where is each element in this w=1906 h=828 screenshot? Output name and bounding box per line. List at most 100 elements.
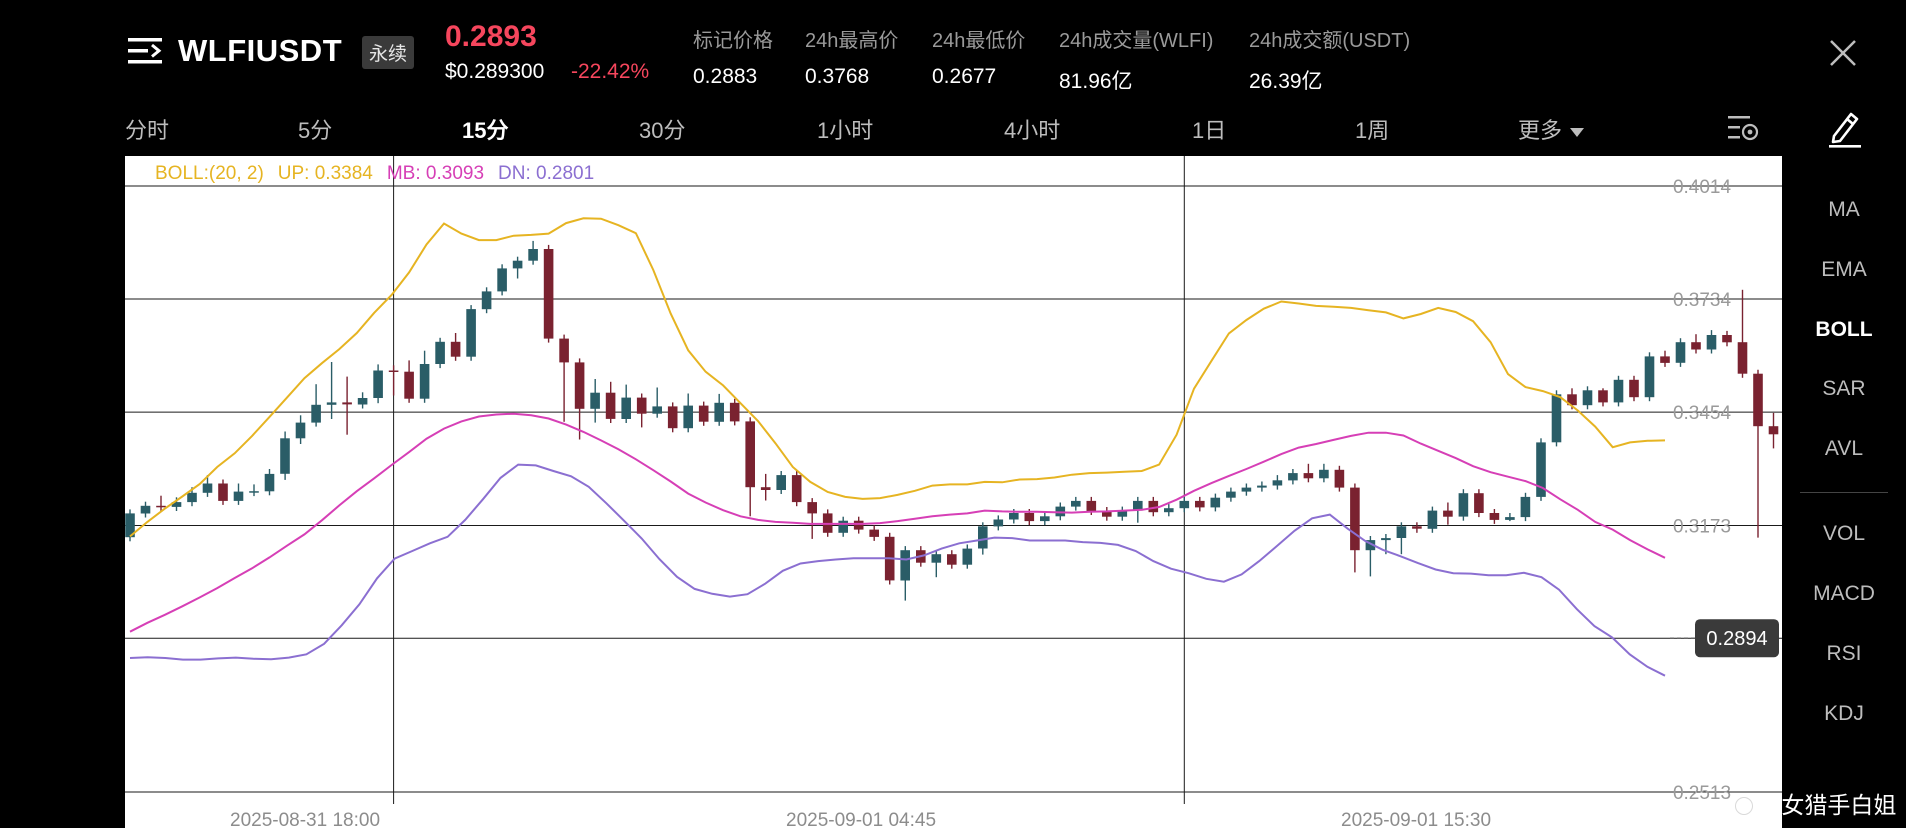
candle-body	[838, 520, 848, 533]
candle-body	[1582, 390, 1593, 406]
candle-body	[1629, 379, 1639, 398]
indicator-ma[interactable]: MA	[1828, 198, 1860, 221]
tab-interval[interactable]: 1小时	[817, 118, 874, 143]
candle-body	[698, 405, 709, 422]
tab-interval[interactable]: 1日	[1192, 118, 1227, 143]
candle-body	[636, 397, 647, 414]
candle-body	[1102, 511, 1112, 517]
candle-body	[1381, 538, 1391, 541]
candle-body	[931, 554, 942, 563]
candle-body	[807, 502, 817, 514]
boll-lower-line	[129, 463, 1666, 677]
candle-body	[373, 370, 383, 398]
candle-body	[1009, 513, 1019, 520]
candle-body	[1613, 379, 1624, 403]
candle-body	[311, 404, 321, 423]
candle-body	[1272, 480, 1283, 486]
candle-body	[419, 364, 430, 399]
indicator-avl[interactable]: AVL	[1824, 437, 1864, 460]
candle-body	[791, 475, 802, 503]
stat-value: 0.2677	[932, 65, 997, 88]
candle-body	[667, 406, 678, 429]
candle-body	[1412, 526, 1422, 529]
candle-body	[342, 402, 352, 405]
candle-body	[1071, 500, 1081, 507]
tab-interval[interactable]: 4小时	[1004, 118, 1061, 143]
more-intervals-dropdown[interactable]: 更多	[1518, 113, 1585, 145]
more-label: 更多	[1518, 118, 1563, 143]
candle-body	[295, 422, 306, 439]
candle-body	[1133, 500, 1143, 511]
tab-interval[interactable]: 5分	[298, 118, 333, 143]
candle-body	[1350, 487, 1360, 551]
close-icon[interactable]	[1826, 36, 1860, 70]
candlestick-chart[interactable]: 0.4014 0.3734 0.3454 0.3173 0.2513 0.2894 BOL…	[125, 156, 1782, 804]
drawing-tool-icon[interactable]	[1826, 108, 1864, 148]
tab-interval[interactable]: 分时	[125, 118, 170, 143]
candle-body	[1598, 390, 1608, 403]
chart-canvas[interactable]: 0.4014 0.3734 0.3454 0.3173 0.2513 0.2894	[125, 156, 1782, 804]
candle-body	[528, 249, 538, 261]
last-price: 0.2893	[445, 20, 537, 53]
candle-body	[1257, 485, 1267, 488]
candle-body	[1489, 513, 1500, 520]
candle-body	[1117, 510, 1128, 517]
candle-body	[156, 505, 166, 508]
contract-type-badge: 永续	[362, 36, 415, 69]
candle-body	[729, 402, 740, 422]
stat-value: 0.2883	[693, 65, 758, 88]
candle-body	[947, 554, 957, 565]
stat-label: 24h成交额(USDT)	[1249, 30, 1411, 52]
indicator-kdj[interactable]: KDJ	[1824, 702, 1864, 725]
indicator-sar[interactable]: SAR	[1822, 377, 1866, 400]
candle-body	[1737, 342, 1748, 374]
indicator-macd[interactable]: MACD	[1813, 582, 1875, 605]
tab-interval[interactable]: 30分	[639, 118, 686, 143]
indicator-vol[interactable]: VOL	[1822, 522, 1866, 545]
candle-body	[1675, 342, 1686, 363]
candle-body	[1443, 510, 1453, 517]
candle-body	[1164, 508, 1174, 513]
candle-body	[233, 491, 244, 501]
candle-body	[1040, 516, 1050, 522]
candle-body	[264, 473, 275, 492]
boll-upper-line	[129, 217, 1666, 538]
candle-body	[1195, 500, 1205, 508]
interval-tabs: 分时 5分 15分 30分 1小时 4小时 1日 1周 更多	[0, 105, 1780, 155]
y-tick-label: 0.4014	[1673, 177, 1732, 198]
candle-body	[745, 421, 755, 488]
tab-interval[interactable]: 1周	[1355, 118, 1390, 143]
candle-body	[1319, 469, 1329, 479]
candle-body	[683, 405, 693, 429]
stat-label: 24h成交量(WLFI)	[1059, 30, 1214, 52]
indicator-boll[interactable]: BOLL	[1815, 318, 1873, 341]
indicator-ema[interactable]: EMA	[1821, 258, 1867, 281]
indicator-panel: MA EMA BOLL SAR AVL VOL MACD RSI KDJ	[1782, 156, 1906, 828]
candle-body	[1660, 356, 1670, 363]
candle-body	[1365, 540, 1376, 551]
stat-label: 标记价格	[693, 30, 773, 52]
candle-body	[1024, 513, 1035, 522]
candle-body	[1536, 442, 1546, 497]
candle-body	[404, 371, 414, 399]
pair-symbol[interactable]: WLFIUSDT	[178, 33, 343, 68]
candle-body	[280, 438, 290, 474]
candle-body	[202, 483, 213, 493]
candle-body	[1148, 500, 1159, 513]
candle-body	[1551, 394, 1562, 443]
indicator-rsi[interactable]: RSI	[1826, 642, 1862, 665]
candle-body	[776, 475, 786, 490]
candle-body	[1334, 469, 1345, 488]
x-tick-label: 2025-09-01 04:45	[786, 810, 937, 828]
candle-body	[1753, 373, 1763, 427]
stat-24h-turnover: 24h成交额(USDT) 26.39亿	[1249, 24, 1410, 95]
tab-interval-active[interactable]: 15分	[462, 118, 509, 143]
stat-24h-high: 24h最高价 0.3768	[805, 24, 898, 89]
menu-icon[interactable]	[128, 36, 164, 66]
usd-price: $0.289300	[445, 60, 545, 83]
stat-value: 81.96亿	[1059, 70, 1133, 93]
y-tick-label: 0.2513	[1673, 783, 1731, 804]
time-axis: 2025-08-31 18:00 2025-09-01 04:45 2025-0…	[125, 804, 1782, 828]
chart-settings-icon[interactable]	[1727, 113, 1759, 143]
chevron-down-icon	[1570, 127, 1585, 137]
